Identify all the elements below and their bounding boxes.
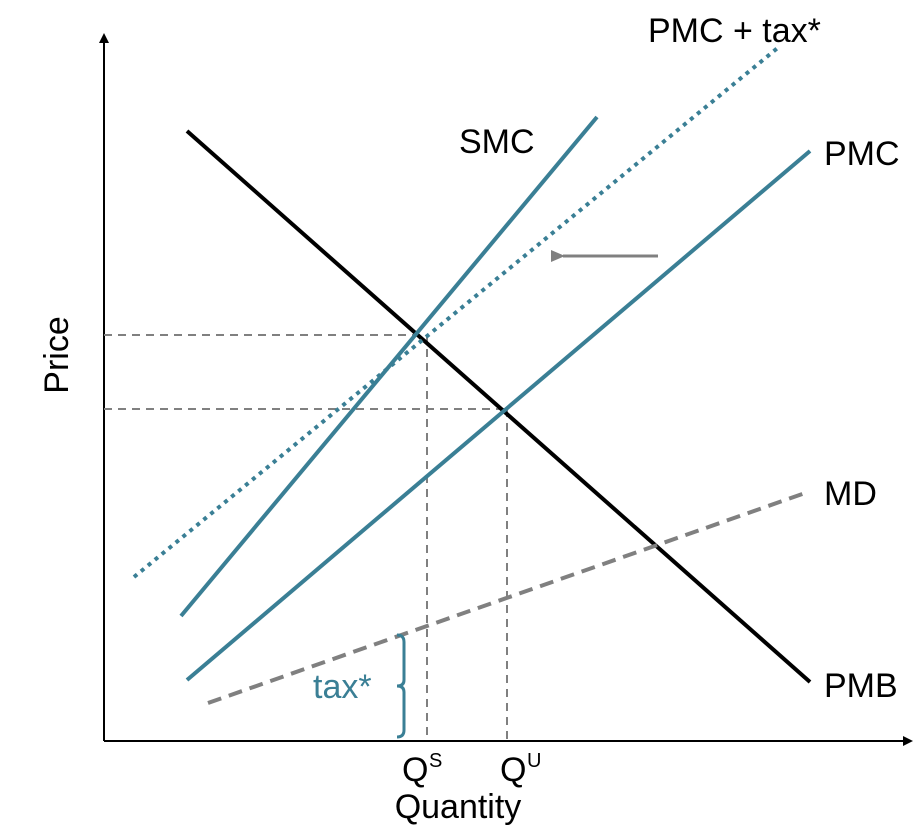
md-curve (207, 490, 809, 705)
smc-label: SMC (459, 123, 535, 161)
pmc-label: PMC (824, 135, 900, 173)
qu-sup: U (527, 750, 541, 772)
pmb-label: PMB (824, 667, 898, 705)
qu-label: Q (500, 751, 526, 789)
pmc-tax-label: PMC + tax* (648, 12, 821, 50)
md-label: MD (824, 475, 877, 513)
pmc-tax-curve (132, 44, 782, 579)
pmb-curve (185, 129, 812, 684)
tax-label: tax* (313, 668, 372, 706)
y-axis-label: Price (38, 316, 76, 393)
pmc-curve (185, 149, 812, 682)
qs-label: Q (402, 751, 428, 789)
smc-curve (179, 115, 599, 618)
qs-sup: S (429, 750, 442, 772)
x-axis-label: Quantity (395, 788, 522, 826)
tax-brace (396, 633, 406, 739)
